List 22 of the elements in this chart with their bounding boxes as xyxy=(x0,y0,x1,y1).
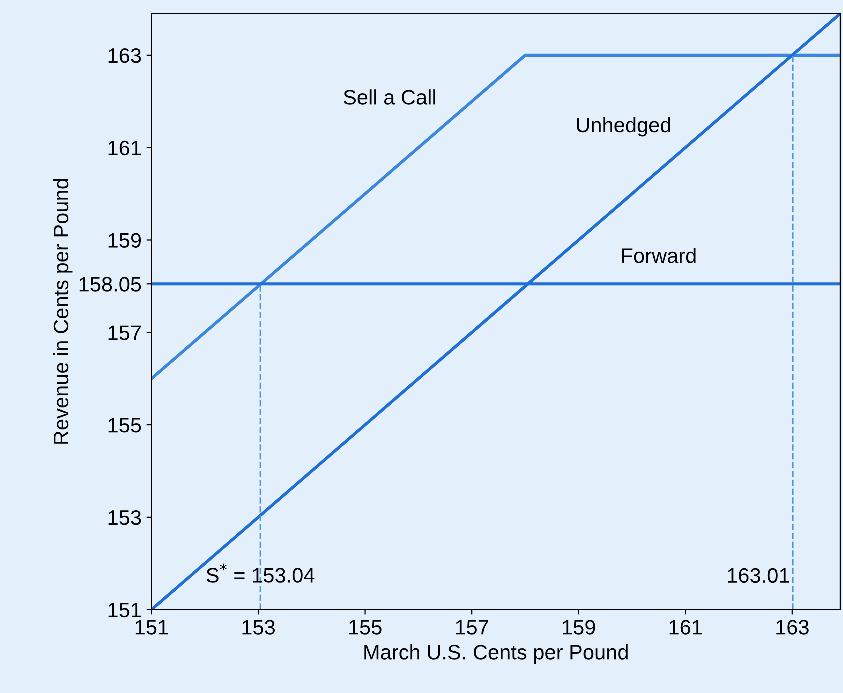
y-tick-label: 163 xyxy=(108,48,142,64)
y-tick-label: 159 xyxy=(108,233,142,248)
series-label: Forward xyxy=(622,248,696,264)
x-tick-label: 151 xyxy=(136,620,168,635)
y-tick-label: 155 xyxy=(108,418,142,433)
x-tick-label: 163 xyxy=(776,620,809,635)
annotation: 163.01 xyxy=(728,568,790,584)
y-tick-label: 161 xyxy=(108,140,142,156)
y-tick-label: 157 xyxy=(108,326,141,340)
y-tick-label: 151 xyxy=(108,603,142,618)
x-axis-title: March U.S. Cents per Pound xyxy=(364,644,628,664)
x-tick-label: 161 xyxy=(670,620,702,635)
x-tick-label: 155 xyxy=(350,620,382,635)
series-label: Unhedged xyxy=(577,117,670,137)
y-axis-title: Revenue in Cents per Pound xyxy=(53,179,73,444)
series-label: Sell a Call xyxy=(344,90,436,105)
y-tick-label: 153 xyxy=(108,510,142,526)
y-tick-label: 158.05 xyxy=(80,277,142,292)
annotation: S$^{*}$ = 153.04 xyxy=(206,564,315,583)
x-tick-label: 153 xyxy=(242,620,275,635)
x-tick-label: 159 xyxy=(563,620,596,635)
x-tick-label: 157 xyxy=(456,620,488,635)
